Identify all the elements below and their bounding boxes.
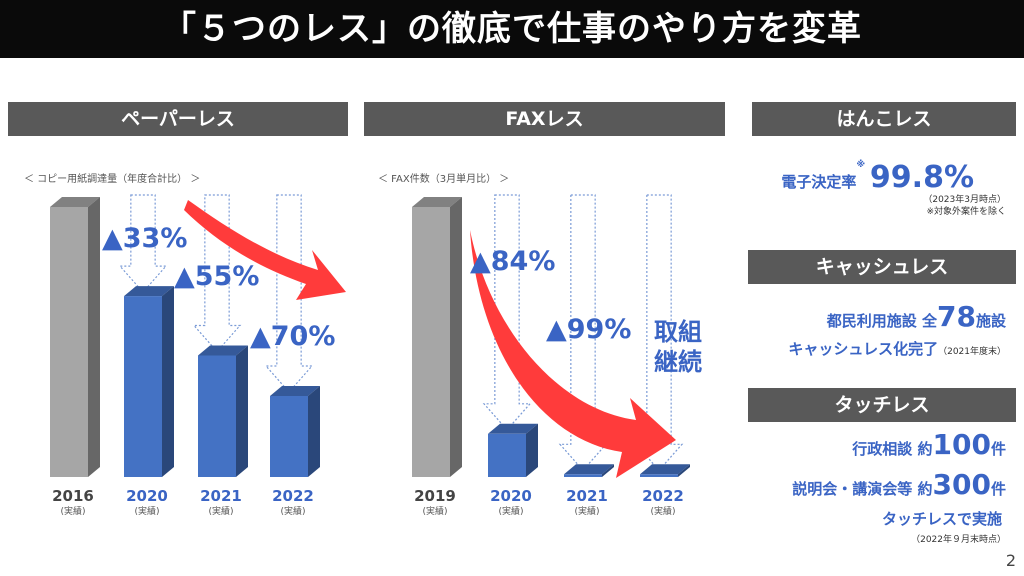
bar-2016 — [50, 207, 88, 477]
hankoless-header: はんこレス — [752, 102, 1016, 136]
tick-note-2021: (実績) — [208, 505, 233, 517]
touchless-consultations-count: 100 — [932, 428, 991, 461]
tick-note-2019: (実績) — [422, 505, 447, 517]
bar-top-2021 — [564, 464, 614, 475]
tick-label-2021: 2021 — [566, 487, 608, 505]
touchless-line1-prefix: 行政相談 約 — [852, 440, 933, 458]
data-label-2022: ▲70% — [250, 321, 335, 352]
data-label-2020: ▲84% — [470, 246, 555, 277]
tick-note-2021: (実績) — [574, 505, 599, 517]
data-label-2020: ▲33% — [102, 223, 187, 254]
reduction-arrow-2020 — [118, 194, 168, 294]
data-label-2021: ▲99% — [546, 314, 631, 345]
cashless-line2: キャッシュレス化完了（2021年度末） — [788, 338, 1006, 359]
bar-top-2022 — [640, 464, 690, 475]
paperless-subtitle: ＜ コピー用紙調達量（年度合計比） ＞ — [24, 174, 201, 185]
bar-2019 — [412, 207, 450, 477]
cashless-line2-text: キャッシュレス化完了 — [788, 340, 939, 358]
tick-note-2020: (実績) — [134, 505, 159, 517]
bar-side-2020 — [162, 286, 174, 477]
tick-note-2020: (実績) — [498, 505, 523, 517]
cashless-line1-suffix: 施設 — [975, 312, 1006, 330]
touchless-line3: タッチレスで実施 — [881, 510, 1002, 528]
continuing-label-line1: 取組 — [654, 318, 702, 346]
touchless-line2-prefix: 説明会・講演会等 約 — [792, 480, 933, 498]
cashless-line1: 都民利用施設 全78施設 — [827, 300, 1006, 333]
title-bar — [0, 0, 1024, 58]
bar-2022 — [270, 396, 308, 477]
cashless-line2-note: （2021年度末） — [938, 347, 1006, 357]
bar-top-2016 — [50, 197, 100, 207]
continuing-label-line2: 継続 — [654, 348, 702, 376]
reduction-arrow-2022 — [264, 194, 314, 393]
cashless-line1-prefix: 都民利用施設 全 — [826, 312, 938, 330]
bar-2022 — [640, 474, 678, 477]
hankoless-note-mark: ※ — [856, 160, 866, 170]
bar-2021 — [198, 355, 236, 477]
hankoless-footnote: ※対象外案件を除く — [926, 207, 1006, 217]
touchless-line1: 行政相談 約100件 — [852, 428, 1006, 461]
page-title: 「５つのレス」の徹底で仕事のやり方を変革 — [162, 9, 862, 49]
tick-label-2022: 2022 — [272, 487, 314, 505]
tick-label-2021: 2021 — [200, 487, 242, 505]
faxless-chart: 2019(実績)2020(実績)2021(実績)2022(実績)▲84%▲99%… — [412, 194, 702, 517]
faxless-header: FAXレス — [364, 102, 725, 136]
faxless-subtitle: ＜ FAX件数（3月単月比） ＞ — [378, 174, 510, 185]
hankoless-value: 99.8% — [869, 160, 974, 195]
bar-2021 — [564, 474, 602, 477]
page-number: 2 — [1005, 551, 1016, 570]
hankoless-as-of: （2023年3月時点） — [923, 195, 1006, 205]
touchless-as-of: （2022年９月末時点） — [911, 535, 1006, 545]
tick-label-2016: 2016 — [52, 487, 94, 505]
bar-side-2022 — [308, 386, 320, 477]
bar-side-2020 — [526, 423, 538, 477]
tick-label-2020: 2020 — [490, 487, 532, 505]
tick-label-2019: 2019 — [414, 487, 456, 505]
touchless-line2: 説明会・講演会等 約300件 — [792, 468, 1006, 501]
touchless-line2-suffix: 件 — [990, 480, 1006, 498]
bar-side-2021 — [236, 345, 248, 477]
tick-label-2022: 2022 — [642, 487, 684, 505]
touchless-line1-suffix: 件 — [990, 440, 1006, 458]
trend-arrow — [184, 200, 346, 300]
cashless-header: キャッシュレス — [748, 250, 1016, 284]
bar-2020 — [488, 433, 526, 477]
hankoless-label: 電子決定率 — [781, 173, 857, 191]
tick-note-2022: (実績) — [650, 505, 675, 517]
bar-side-2022 — [678, 464, 690, 477]
paperless-chart: 2016(実績)2020(実績)2021(実績)2022(実績)▲33%▲55%… — [50, 194, 346, 517]
tick-note-2016: (実績) — [60, 505, 85, 517]
data-label-2021: ▲55% — [174, 261, 259, 292]
paperless-header: ペーパーレス — [8, 102, 348, 136]
bar-side-2021 — [602, 464, 614, 477]
bar-side-2019 — [450, 197, 462, 477]
reduction-arrow-2022 — [634, 194, 684, 472]
bar-side-2016 — [88, 197, 100, 477]
bar-top-2020 — [488, 423, 538, 434]
bar-top-2022 — [270, 386, 320, 396]
bar-2020 — [124, 296, 162, 477]
tick-label-2020: 2020 — [126, 487, 168, 505]
hankoless-rate: 電子決定率 ※ 99.8% — [781, 160, 974, 195]
touchless-header: タッチレス — [748, 388, 1016, 422]
touchless-events-count: 300 — [932, 468, 991, 501]
bar-top-2021 — [198, 345, 248, 356]
bar-top-2019 — [412, 197, 462, 207]
trend-arrow — [470, 230, 676, 478]
bar-top-2020 — [124, 286, 174, 297]
tick-note-2022: (実績) — [280, 505, 305, 517]
cashless-facilities-count: 78 — [937, 300, 976, 333]
